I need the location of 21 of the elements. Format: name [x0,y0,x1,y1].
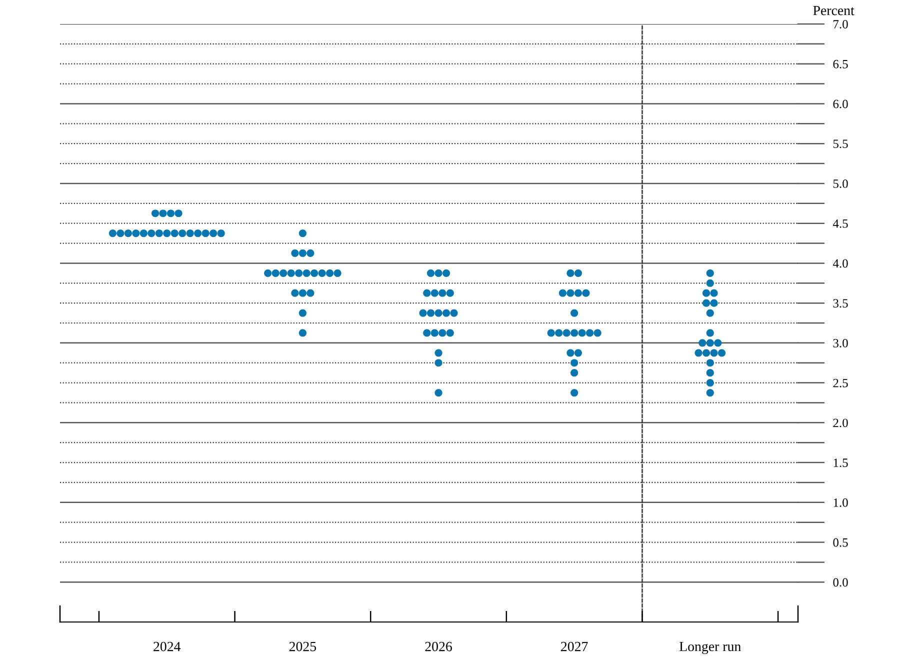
y-tick-label: 5.0 [833,179,848,188]
y-tick-label: 6.0 [833,100,848,108]
y-tick-label: 1.0 [834,498,848,507]
y-tick-label: 2.5 [833,378,848,388]
x-tick-label: 2026 [425,642,452,652]
y-tick-label: 1.5 [834,458,848,468]
y-tick-label: 0.5 [833,538,848,547]
x-tick-label: 2025 [289,642,316,652]
y-tick-label: 7.0 [834,20,848,29]
y-tick-label: 3.5 [833,299,848,308]
y-axis-title: Percent [813,6,854,16]
x-tick-label: Longer run [679,642,741,654]
y-tick-label: 6.5 [833,60,848,68]
y-tick-label: 3.0 [833,338,848,348]
y-tick-label: 0.0 [833,578,848,587]
y-tick-label: 2.0 [833,418,848,428]
y-tick-label: 5.5 [833,140,848,148]
y-tick-label: 4.0 [832,259,848,268]
x-tick-label: 2027 [561,642,588,652]
y-tick-label: 4.5 [832,219,848,228]
x-tick-label: 2024 [154,642,181,652]
